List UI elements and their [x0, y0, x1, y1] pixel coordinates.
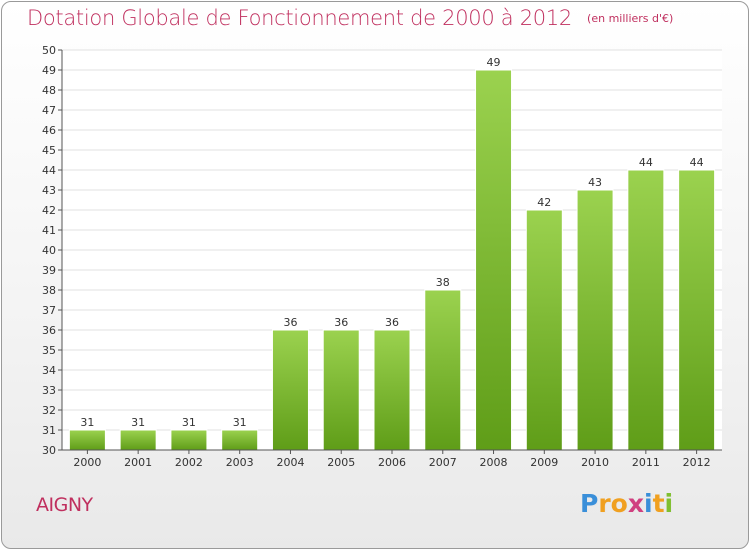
commune-name: AIGNY	[36, 494, 93, 516]
bar-value-label: 43	[588, 176, 602, 189]
bar	[170, 429, 208, 451]
y-tick-label: 43	[42, 184, 56, 197]
bar-value-label: 38	[436, 276, 450, 289]
logo-letter: i	[664, 489, 674, 518]
y-tick-label: 38	[42, 284, 56, 297]
bar-value-label: 42	[537, 196, 551, 209]
bar-value-label: 31	[233, 416, 247, 429]
bar-value-label: 31	[182, 416, 196, 429]
x-tick-label: 2003	[226, 456, 254, 469]
y-tick-label: 46	[42, 124, 56, 137]
chart-title: Dotation Globale de Fonctionnement de 20…	[27, 6, 673, 30]
x-tick-label: 2010	[581, 456, 609, 469]
y-tick-label: 32	[42, 404, 56, 417]
x-tick-label: 2007	[429, 456, 457, 469]
y-tick-label: 49	[42, 64, 56, 77]
y-tick-label: 42	[42, 204, 56, 217]
y-tick-label: 41	[42, 224, 56, 237]
bar-value-label: 44	[690, 156, 704, 169]
bar	[475, 69, 513, 451]
chart-unit-note: (en milliers d'€)	[587, 12, 674, 25]
y-tick-label: 36	[42, 324, 56, 337]
logo-letter: o	[610, 489, 628, 518]
y-tick-label: 33	[42, 384, 56, 397]
bar-value-label: 36	[283, 316, 297, 329]
x-tick-label: 2008	[480, 456, 508, 469]
x-tick-label: 2009	[530, 456, 558, 469]
y-tick-label: 35	[42, 344, 56, 357]
y-tick-label: 47	[42, 104, 56, 117]
x-tick-label: 2001	[124, 456, 152, 469]
bar-value-label: 31	[80, 416, 94, 429]
bar	[271, 329, 309, 451]
bar	[68, 429, 106, 451]
logo-letter: t	[652, 489, 665, 518]
bar-value-label: 31	[131, 416, 145, 429]
x-tick-label: 2005	[327, 456, 355, 469]
logo-letter: P	[580, 489, 599, 518]
bar	[221, 429, 259, 451]
x-tick-label: 2000	[73, 456, 101, 469]
proxiti-logo: Proxiti	[580, 489, 673, 518]
bar	[678, 169, 716, 451]
bar	[119, 429, 157, 451]
y-tick-label: 48	[42, 84, 56, 97]
x-tick-label: 2002	[175, 456, 203, 469]
logo-letter: r	[598, 489, 611, 518]
y-tick-label: 37	[42, 304, 56, 317]
bar-value-label: 36	[334, 316, 348, 329]
x-tick-label: 2011	[632, 456, 660, 469]
bar	[627, 169, 665, 451]
x-tick-label: 2006	[378, 456, 406, 469]
bar	[373, 329, 411, 451]
y-tick-label: 31	[42, 424, 56, 437]
y-tick-label: 39	[42, 264, 56, 277]
bar	[576, 189, 614, 451]
chart-title-text: Dotation Globale de Fonctionnement de 20…	[27, 6, 572, 30]
y-tick-label: 44	[42, 164, 56, 177]
bar	[525, 209, 563, 451]
bar	[424, 289, 462, 451]
bar	[322, 329, 360, 451]
bar-value-label: 44	[639, 156, 653, 169]
y-tick-label: 50	[42, 44, 56, 57]
bar-value-label: 36	[385, 316, 399, 329]
y-tick-label: 40	[42, 244, 56, 257]
logo-letter: x	[627, 489, 644, 518]
bar-value-label: 49	[487, 56, 501, 69]
x-tick-label: 2012	[683, 456, 711, 469]
x-tick-label: 2004	[276, 456, 304, 469]
y-tick-label: 34	[42, 364, 56, 377]
y-tick-label: 30	[42, 444, 56, 457]
y-tick-label: 45	[42, 144, 56, 157]
logo-letter: i	[644, 489, 653, 518]
